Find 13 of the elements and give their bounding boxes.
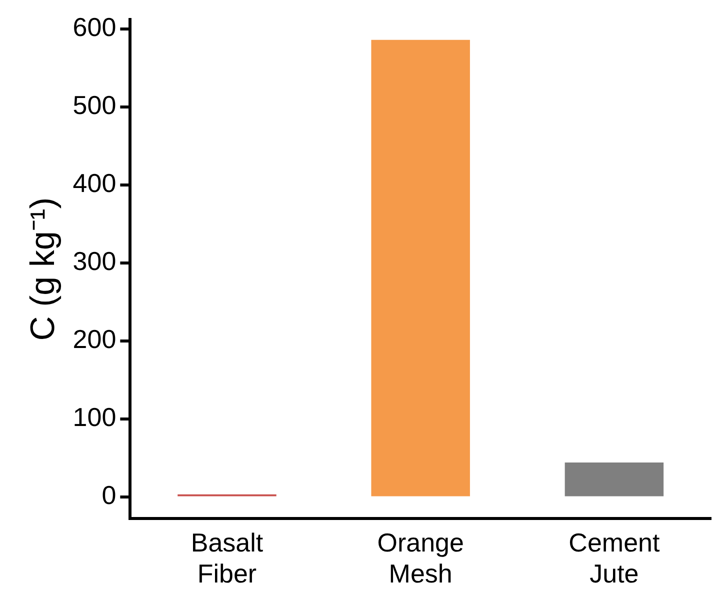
x-tick-label: Cement Jute bbox=[568, 527, 660, 589]
x-tick-label: Orange Mesh bbox=[377, 527, 464, 589]
y-tick-label: 100 bbox=[72, 402, 116, 432]
y-tick-label: 400 bbox=[72, 168, 116, 198]
bar bbox=[371, 40, 470, 496]
y-axis-title: C (g kg⁻¹) bbox=[24, 197, 62, 341]
y-tick-label: 600 bbox=[72, 12, 116, 42]
y-tick-label: 0 bbox=[102, 480, 116, 510]
x-tick-label: Basalt Fiber bbox=[190, 527, 264, 589]
y-tick-label: 300 bbox=[72, 246, 116, 276]
y-tick-label: 500 bbox=[72, 90, 116, 120]
y-tick-label: 200 bbox=[72, 324, 116, 354]
bar bbox=[564, 462, 664, 496]
